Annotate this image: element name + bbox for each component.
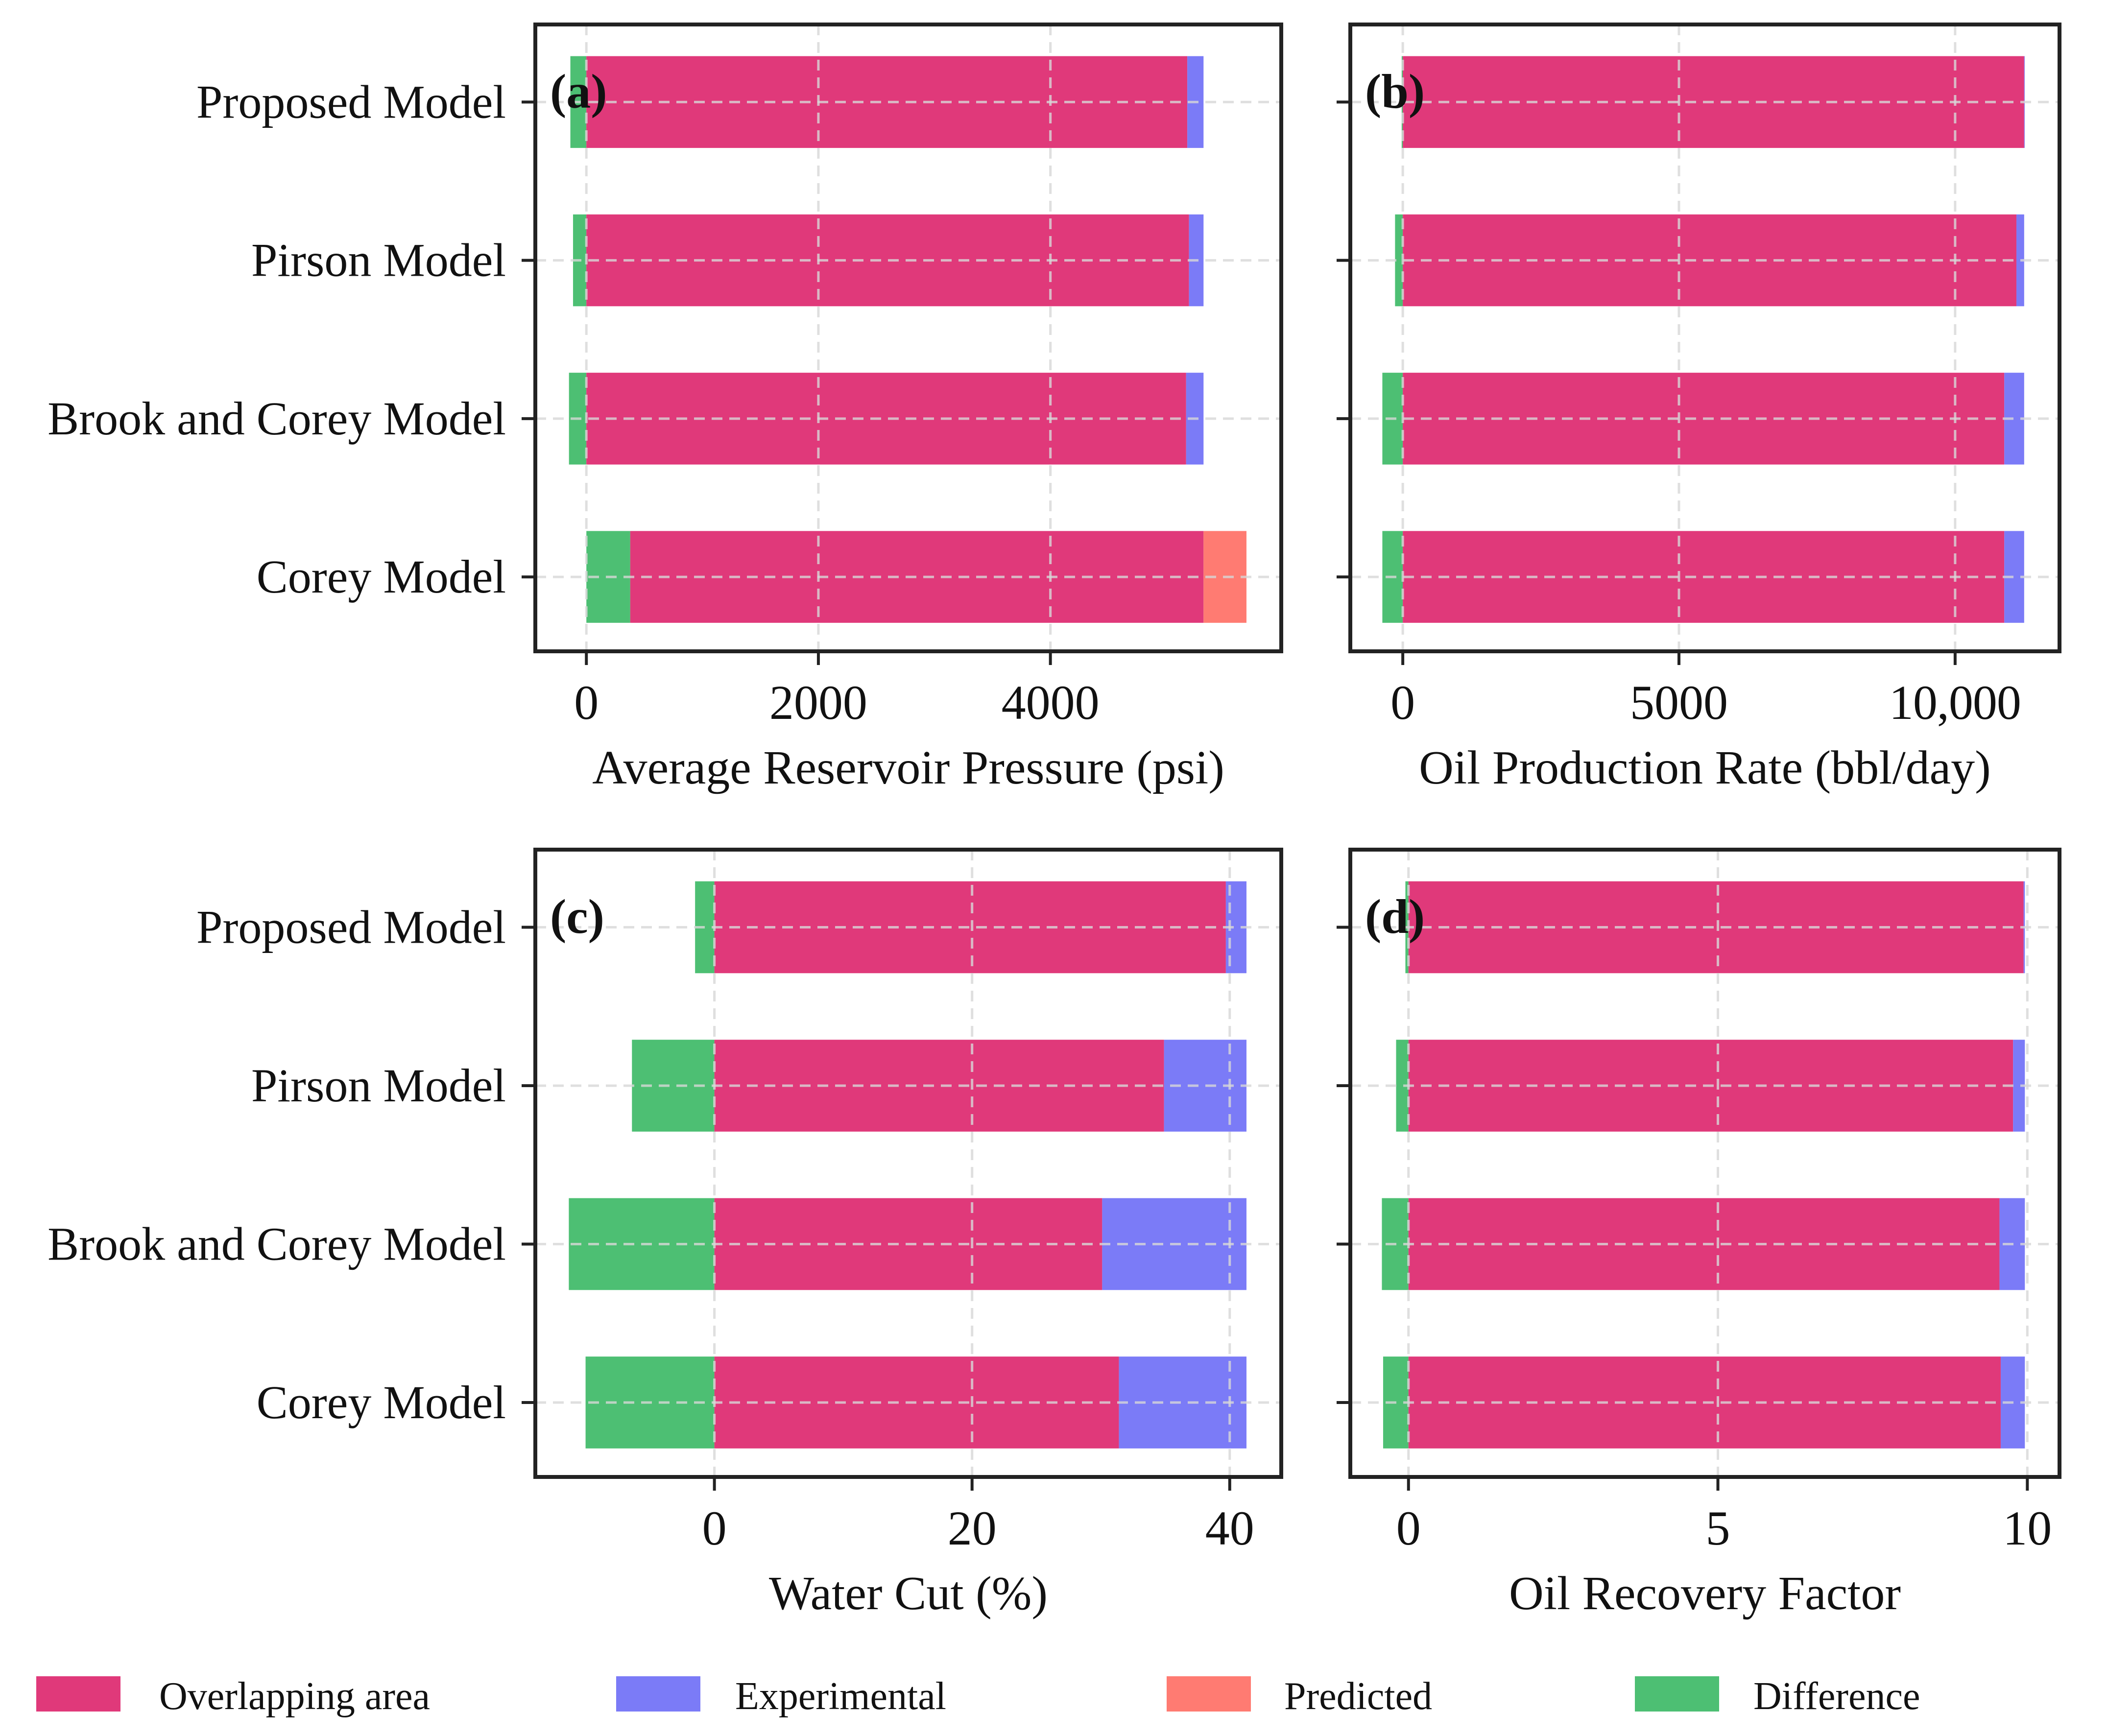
legend-swatch [36, 1676, 120, 1712]
x-tick-label: 5000 [1630, 675, 1728, 730]
legend-label: Experimental [735, 1675, 946, 1718]
x-tick-label: 5 [1706, 1501, 1730, 1555]
y-tick-label: Pirson Model [251, 1059, 506, 1112]
legend-item-predicted: Predicted [1167, 1675, 1432, 1718]
panel-a: 0 2000 4000 Average Reservoir Pressure (psi… [48, 23, 1283, 794]
legend-swatch [1167, 1676, 1251, 1712]
plot-frame [1348, 23, 2061, 653]
x-axis-label: Oil Recovery Factor [1509, 1567, 1901, 1620]
legend-item-experimental: Experimental [616, 1675, 946, 1718]
panel-tag: (b) [1365, 64, 1425, 119]
panel-c: 0 20 40 Water Cut (%) Corey Model Brook and C… [48, 848, 1283, 1620]
x-tick-label: 0 [1396, 1501, 1421, 1555]
x-axis-label: Oil Production Rate (bbl/day) [1419, 741, 1991, 794]
y-tick-label: Pirson Model [251, 234, 506, 286]
panel-b: 0 5000 10,000 Oil Production Rate (bbl/day)… [1337, 23, 2061, 794]
x-tick-label: 40 [1205, 1501, 1254, 1555]
bar-segment-difference [1395, 214, 1403, 307]
bar-proposed-model [695, 881, 1246, 974]
y-tick-label: Proposed Model [196, 75, 506, 128]
legend-item-difference: Difference [1635, 1675, 1920, 1718]
x-tick-label: 2000 [769, 675, 867, 730]
x-tick-label: 4000 [1002, 675, 1100, 730]
x-tick-label: 0 [702, 1501, 727, 1555]
y-tick-label: Brook and Corey Model [48, 1217, 506, 1270]
legend: Overlapping area Experimental Predicted Dif… [36, 1675, 1920, 1718]
plot-frame [533, 848, 1283, 1479]
x-tick-label: 20 [948, 1501, 997, 1555]
legend-item-overlapping-area: Overlapping area [36, 1675, 430, 1718]
legend-label: Predicted [1284, 1675, 1432, 1718]
x-axis-label: Water Cut (%) [769, 1567, 1048, 1620]
x-axis-label: Average Reservoir Pressure (psi) [592, 741, 1224, 794]
panel-tag: (c) [550, 889, 604, 944]
panel-d: 0 5 10 Oil Recovery Factor (d) [1337, 848, 2061, 1620]
plot-frame [533, 23, 1283, 653]
legend-label: Difference [1753, 1675, 1920, 1718]
bar-segment-experimental [2016, 214, 2024, 307]
x-tick-label: 0 [1390, 675, 1415, 730]
y-tick-label: Brook and Corey Model [48, 392, 506, 445]
y-tick-label: Corey Model [257, 1376, 506, 1428]
legend-swatch [616, 1676, 700, 1712]
panel-tag: (d) [1365, 889, 1425, 944]
x-tick-label: 10,000 [1889, 675, 2021, 730]
x-tick-label: 10 [2003, 1501, 2052, 1555]
panel-tag: (a) [550, 64, 607, 119]
x-tick-label: 0 [574, 675, 599, 730]
y-tick-label: Corey Model [257, 550, 506, 603]
legend-label: Overlapping area [159, 1675, 430, 1718]
bar-segment-overlapping-area [586, 373, 1186, 465]
bar-segment-overlapping-area [714, 1040, 1164, 1132]
legend-swatch [1635, 1676, 1719, 1712]
y-tick-label: Proposed Model [196, 901, 506, 953]
plot-frame [1348, 848, 2061, 1479]
